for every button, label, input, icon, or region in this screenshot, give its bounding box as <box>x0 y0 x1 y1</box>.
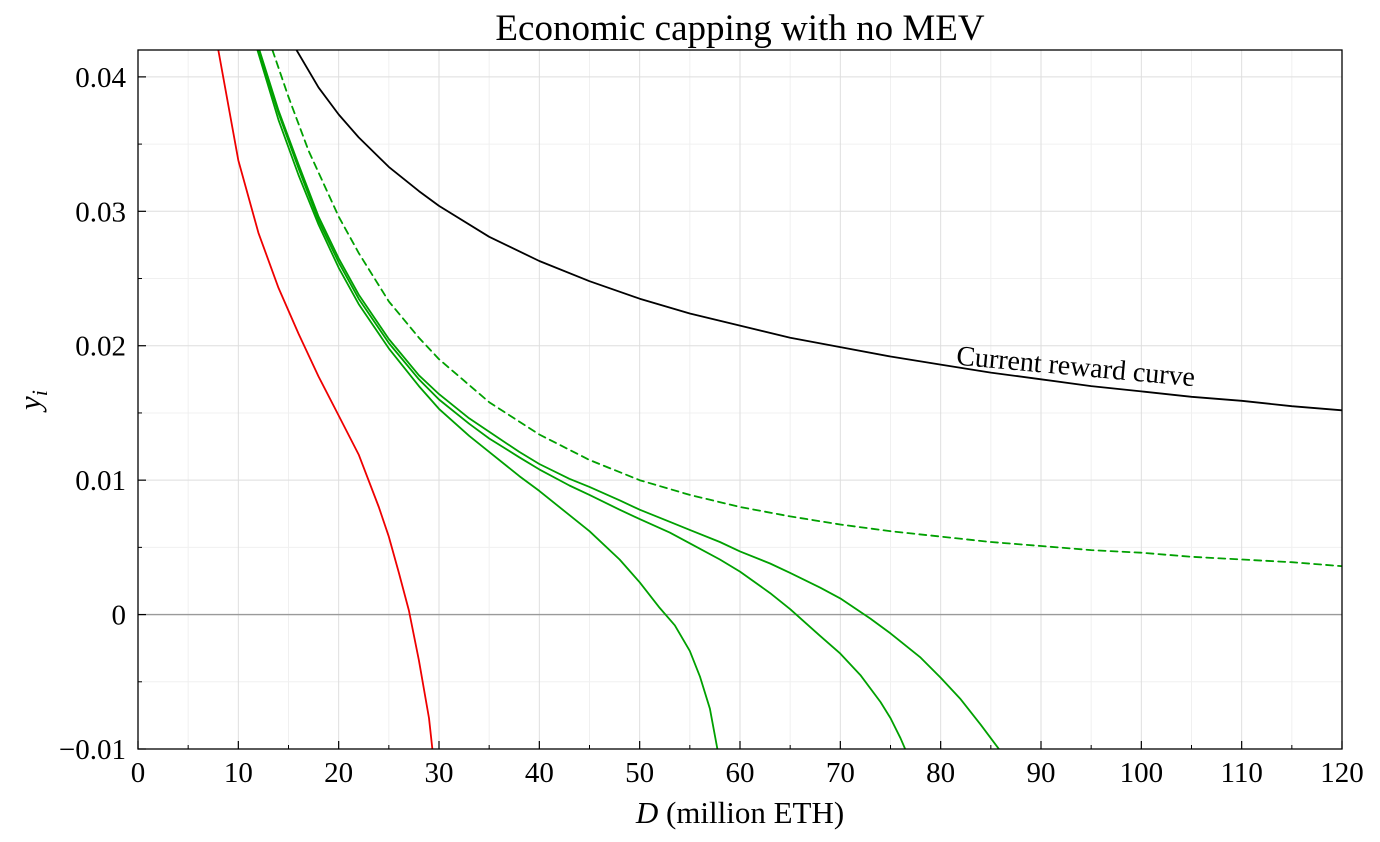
y-tick-label: −0.01 <box>59 734 126 766</box>
y-axis-ticks: −0.01 0 0.01 0.02 0.03 0.04 <box>59 62 146 766</box>
x-axis-label-variable: D <box>635 795 658 830</box>
y-axis-label-variable: y <box>12 396 47 413</box>
x-tick-label: 60 <box>726 757 755 789</box>
x-tick-label: 110 <box>1220 757 1262 789</box>
series-layer <box>217 50 1342 749</box>
y-axis-label: yi <box>12 390 52 413</box>
x-tick-label: 0 <box>131 757 146 789</box>
x-tick-label: 120 <box>1320 757 1364 789</box>
x-tick-label: 70 <box>826 757 855 789</box>
series-line-4 <box>257 50 907 749</box>
x-axis-ticks: 0 10 20 30 40 50 60 70 80 90 100 110 120 <box>131 741 1364 789</box>
x-tick-label: 90 <box>1027 757 1056 789</box>
x-axis-label: D (million ETH) <box>635 795 844 830</box>
x-tick-label: 10 <box>224 757 253 789</box>
y-tick-label: 0.02 <box>75 331 126 363</box>
series-line-2 <box>271 50 1342 568</box>
series-line-6 <box>217 50 434 749</box>
x-axis-label-units: (million ETH) <box>658 795 844 830</box>
y-tick-label: 0.04 <box>75 62 126 94</box>
x-tick-label: 30 <box>425 757 454 789</box>
y-tick-label: 0.03 <box>75 196 126 228</box>
x-tick-label: 80 <box>926 757 955 789</box>
y-tick-label: 0 <box>112 600 127 632</box>
x-tick-label: 100 <box>1120 757 1164 789</box>
x-tick-label: 20 <box>324 757 353 789</box>
chart-title: Economic capping with no MEV <box>495 8 984 49</box>
major-grid <box>137 50 1343 750</box>
series-line-1 <box>295 50 1342 412</box>
series-line-5 <box>256 50 719 749</box>
series-line-3 <box>258 50 1001 749</box>
y-tick-label: 0.01 <box>75 465 126 497</box>
x-tick-label: 50 <box>625 757 654 789</box>
y-axis-label-subscript: i <box>27 390 52 396</box>
x-tick-label: 40 <box>525 757 554 789</box>
